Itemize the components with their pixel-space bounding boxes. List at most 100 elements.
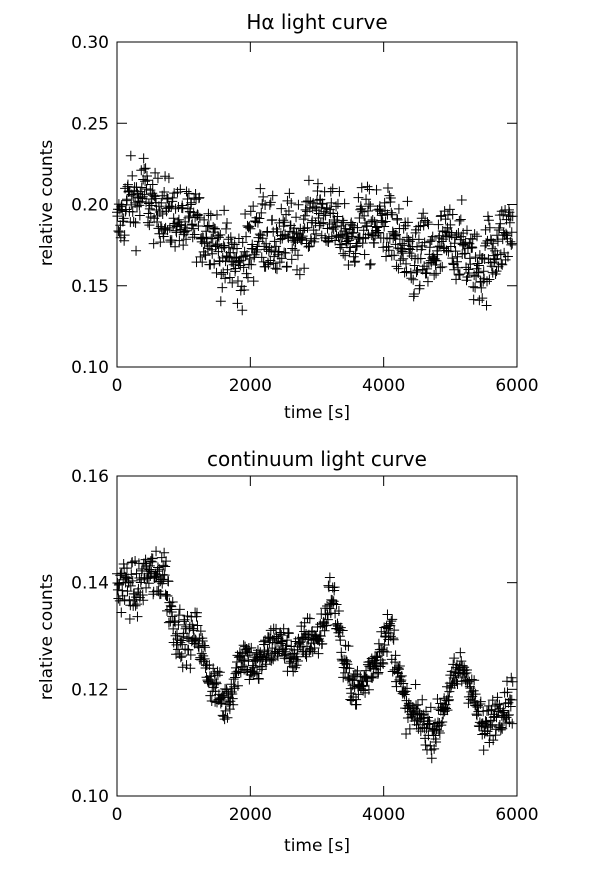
data-point: [197, 257, 208, 268]
data-point: [252, 645, 263, 656]
data-point: [402, 217, 413, 228]
data-point: [353, 689, 364, 700]
data-point: [272, 264, 282, 275]
data-point: [181, 234, 192, 245]
data-point: [304, 241, 315, 252]
data-point: [386, 207, 397, 218]
data-point: [470, 252, 481, 263]
data-point: [189, 229, 200, 240]
data-point: [441, 245, 452, 256]
data-point: [453, 270, 464, 281]
data-point: [183, 644, 194, 655]
data-point: [468, 281, 479, 292]
data-point: [353, 192, 364, 203]
data-point: [145, 556, 156, 567]
data-point: [398, 253, 409, 264]
data-point: [454, 269, 465, 280]
data-point: [337, 215, 348, 226]
x-tick-label: 0: [112, 805, 123, 825]
data-point: [249, 249, 260, 260]
data-point: [447, 209, 458, 220]
data-point: [412, 241, 422, 252]
data-point: [245, 206, 256, 217]
data-point: [312, 178, 323, 189]
data-point: [450, 246, 461, 257]
data-point: [212, 209, 222, 220]
data-point: [440, 214, 451, 225]
y-ticks: 0.10 0.15 0.20 0.25 0.30: [71, 33, 517, 378]
data-point: [264, 242, 275, 253]
data-point: [229, 239, 240, 250]
data-point: [388, 634, 399, 645]
data-point: [253, 673, 264, 684]
data-point: [183, 188, 194, 199]
data-point: [315, 194, 326, 205]
data-point: [124, 614, 135, 625]
data-point: [282, 261, 292, 272]
data-point: [490, 701, 501, 712]
data-point: [232, 680, 243, 691]
data-point: [362, 205, 373, 216]
data-point: [497, 723, 508, 734]
x-tick-label: 2000: [229, 376, 272, 396]
data-point: [463, 267, 474, 278]
data-point: [139, 189, 150, 200]
data-point: [322, 614, 333, 625]
data-point: [410, 679, 421, 690]
data-point: [348, 227, 359, 238]
data-point: [393, 203, 404, 214]
data-point: [361, 194, 372, 205]
data-point: [170, 241, 181, 252]
data-point: [195, 626, 206, 637]
data-point: [431, 736, 442, 747]
data-point: [267, 190, 278, 201]
data-point: [387, 614, 398, 625]
data-point: [302, 196, 313, 207]
data-point: [142, 217, 153, 228]
data-point: [342, 659, 353, 670]
data-point: [192, 210, 203, 221]
data-point: [431, 255, 442, 266]
data-point: [309, 642, 320, 653]
data-point: [128, 190, 139, 201]
data-point: [455, 214, 466, 225]
data-point: [178, 240, 189, 251]
data-point: [354, 213, 365, 224]
data-point: [188, 223, 199, 234]
data-point: [255, 183, 266, 194]
data-point: [158, 574, 169, 585]
data-point: [442, 209, 453, 220]
data-point: [356, 182, 367, 193]
data-point: [266, 652, 277, 663]
data-point: [131, 245, 142, 256]
data-point: [130, 600, 141, 611]
data-point: [375, 655, 386, 666]
data-point: [452, 679, 463, 690]
data-point: [173, 610, 184, 621]
data-point: [307, 626, 318, 637]
data-point: [506, 239, 517, 250]
data-point: [338, 248, 349, 259]
data-point: [207, 248, 218, 259]
data-point: [257, 198, 268, 209]
data-point: [122, 194, 132, 205]
data-point: [389, 625, 400, 636]
data-point: [252, 217, 263, 228]
data-point: [452, 251, 463, 262]
data-point: [379, 639, 390, 650]
data-point: [367, 214, 378, 225]
data-point: [369, 238, 380, 249]
data-point: [122, 586, 133, 597]
data-point: [362, 181, 373, 192]
data-point: [422, 276, 433, 287]
data-point: [299, 223, 310, 234]
data-point: [147, 553, 158, 564]
data-point: [241, 664, 252, 675]
data-point: [483, 215, 494, 226]
data-point: [305, 196, 316, 207]
data-point: [466, 686, 477, 697]
x-tick-label: 0: [112, 376, 123, 396]
data-point: [177, 203, 188, 214]
data-point: [466, 674, 477, 685]
data-point: [462, 225, 472, 236]
